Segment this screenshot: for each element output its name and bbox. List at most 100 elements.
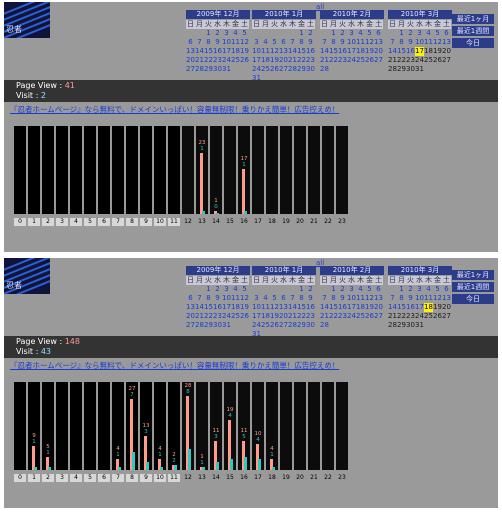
calendar-day-link[interactable]: 9 [340,38,345,46]
calendar-day-link[interactable]: 4 [426,29,431,37]
calendar-day-link[interactable]: 13 [279,47,288,55]
calendar-day-link[interactable]: 4 [426,285,431,293]
calendar-day-link[interactable]: 26 [270,321,279,329]
calendar-day-link[interactable]: 24 [222,312,231,320]
sponsor-ad-link[interactable]: 『忍者ホームページ』なら無料で、ドメインいっぱい！容量無制限！乗りかえ簡単！広告… [10,361,340,370]
calendar-day-link[interactable]: 14 [195,47,204,55]
calendar-day-link[interactable]: 25 [424,312,433,320]
site-logo[interactable]: 忍者 [4,258,50,294]
calendar-day-link[interactable]: 19 [240,47,249,55]
calendar-day-link[interactable]: 18 [356,47,365,55]
calendar-day-link[interactable]: 2 [408,285,413,293]
calendar-day-link[interactable]: 1 [206,29,211,37]
calendar-day-link[interactable]: 1 [299,285,304,293]
calendar-day-link[interactable]: 8 [299,294,304,302]
calendar-day-link[interactable]: 5 [435,29,440,37]
calendar-day-link[interactable]: 4 [263,38,268,46]
calendar-day-link[interactable]: 24 [252,321,261,329]
calendar-day-link[interactable]: 21 [388,312,397,320]
calendar-day-link[interactable]: 18 [231,303,240,311]
calendar-day-link[interactable]: 23 [406,56,415,64]
calendar-day-link[interactable]: 16 [406,47,415,55]
calendar-day-link[interactable]: 16 [306,303,315,311]
calendar-day-link[interactable]: 5 [435,285,440,293]
calendar-day-link[interactable]: 11 [231,294,240,302]
site-logo[interactable]: 忍者 [4,2,50,38]
calendar-day-link[interactable]: 14 [388,47,397,55]
calendar-day-link[interactable]: 12 [270,303,279,311]
period-button[interactable]: 今日 [452,38,494,48]
calendar-day-link[interactable]: 24 [347,312,356,320]
calendar-day-link[interactable]: 6 [444,29,449,37]
calendar-day-link[interactable]: 24 [252,65,261,73]
calendar-day-link[interactable]: 14 [320,303,329,311]
calendar-day-link[interactable]: 25 [261,65,270,73]
calendar-day-link[interactable]: 13 [279,303,288,311]
calendar-day-link[interactable]: 13 [442,38,451,46]
sponsor-ad-link[interactable]: 『忍者ホームページ』なら無料で、ドメインいっぱい！容量無制限！乗りかえ簡単！広告… [10,105,340,114]
calendar-day-link[interactable]: 26 [240,56,249,64]
calendar-month-title[interactable]: 2009年 12月 [186,266,250,275]
calendar-day-link[interactable]: 23 [306,56,315,64]
calendar-day-link[interactable]: 7 [390,294,395,302]
calendar-day-link[interactable]: 5 [242,285,247,293]
calendar-month-title[interactable]: 2010年 1月 [252,266,316,275]
calendar-day-link[interactable]: 9 [308,294,313,302]
calendar-day-link[interactable]: 28 [388,321,397,329]
calendar-day-link[interactable]: 6 [281,294,286,302]
calendar-day-link[interactable]: 3 [224,285,229,293]
calendar-day-link[interactable]: 20 [279,312,288,320]
calendar-day-link[interactable]: 27 [374,312,383,320]
calendar-day-link[interactable]: 28 [195,321,204,329]
calendar-day-link[interactable]: 17 [252,56,261,64]
calendar-day-link[interactable]: 30 [306,321,315,329]
calendar-day-link[interactable]: 12 [240,294,249,302]
calendar-day-link[interactable]: 7 [197,294,202,302]
calendar-day-link[interactable]: 26 [433,56,442,64]
calendar-day-link[interactable]: 3 [349,285,354,293]
calendar-day-link[interactable]: 2 [215,285,220,293]
calendar-day-link[interactable]: 7 [197,38,202,46]
calendar-day-link[interactable]: 28 [288,321,297,329]
calendar-day-link[interactable]: 23 [306,312,315,320]
period-button[interactable]: 最近1ヶ月 [452,14,494,24]
calendar-day-link[interactable]: 29 [204,65,213,73]
calendar-day-link[interactable]: 31 [252,74,261,82]
calendar-day-link[interactable]: 20 [279,56,288,64]
calendar-day-link[interactable]: 20 [374,303,383,311]
calendar-day-link[interactable]: 28 [320,65,329,73]
calendar-day-link[interactable]: 11 [424,294,433,302]
calendar-day-link[interactable]: 12 [270,47,279,55]
calendar-day-link[interactable]: 6 [188,38,193,46]
calendar-day-link[interactable]: 5 [367,29,372,37]
calendar-day-link[interactable]: 9 [340,294,345,302]
calendar-day-link[interactable]: 4 [233,29,238,37]
calendar-month-title[interactable]: 2010年 3月 [388,10,452,19]
calendar-day-link[interactable]: 30 [406,65,415,73]
calendar-day-link[interactable]: 13 [186,303,195,311]
calendar-day-link[interactable]: 27 [279,321,288,329]
calendar-day-link[interactable]: 19 [270,312,279,320]
calendar-day-link[interactable]: 19 [270,56,279,64]
calendar-day-link[interactable]: 24 [222,56,231,64]
calendar-day-link[interactable]: 16 [406,303,415,311]
calendar-day-link[interactable]: 23 [406,312,415,320]
calendar-day-link[interactable]: 5 [272,294,277,302]
calendar-day-link[interactable]: 7 [322,294,327,302]
calendar-day-link[interactable]: 13 [186,47,195,55]
calendar-day-link[interactable]: 3 [417,285,422,293]
calendar-day-link[interactable]: 15 [204,47,213,55]
calendar-month-title[interactable]: 2010年 2月 [320,10,384,19]
calendar-day-link[interactable]: 21 [288,312,297,320]
calendar-day-link[interactable]: 23 [213,56,222,64]
calendar-day-link[interactable]: 30 [406,321,415,329]
calendar-day-link[interactable]: 7 [290,38,295,46]
calendar-day-link[interactable]: 14 [320,47,329,55]
calendar-day-link[interactable]: 18 [356,303,365,311]
calendar-day-link[interactable]: 2 [308,29,313,37]
calendar-all-link[interactable]: all [316,259,325,267]
calendar-day-link[interactable]: 6 [188,294,193,302]
calendar-day-link[interactable]: 19 [240,303,249,311]
calendar-day-link[interactable]: 30 [213,321,222,329]
calendar-day-link[interactable]: 17 [347,303,356,311]
